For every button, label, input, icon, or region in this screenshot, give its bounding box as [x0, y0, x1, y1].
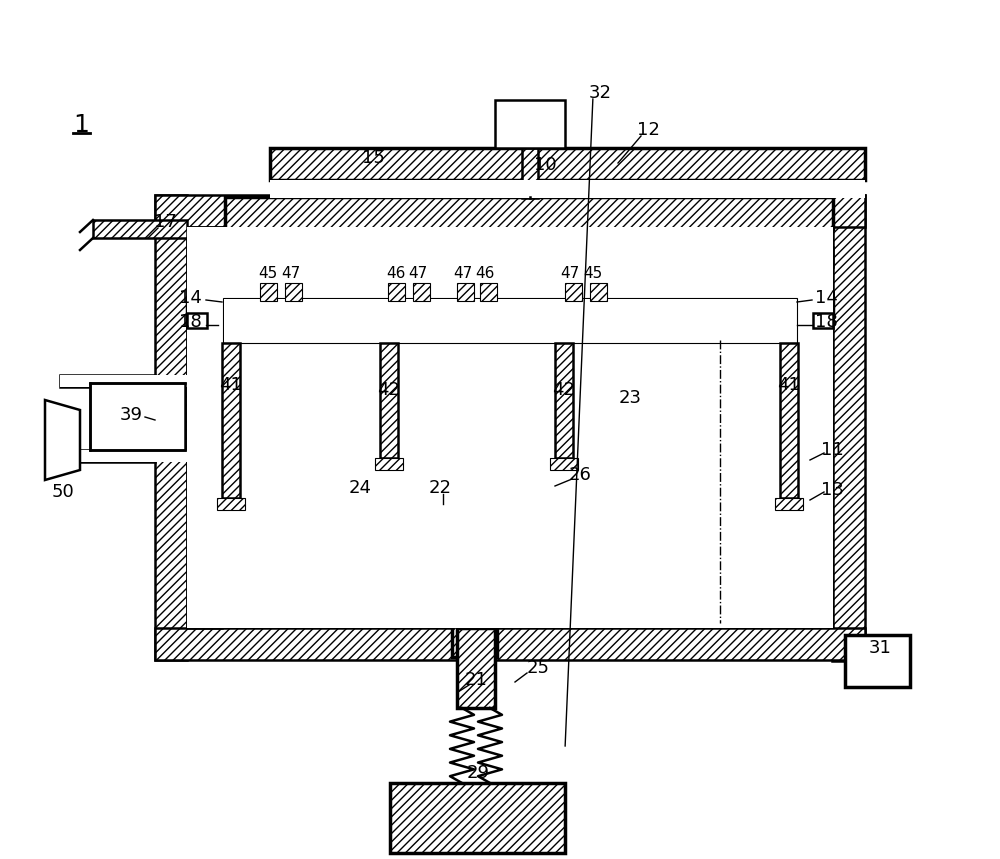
- Bar: [845, 635, 910, 687]
- Bar: [224, 299, 796, 342]
- Bar: [443, 343, 508, 455]
- Text: 47: 47: [560, 265, 580, 281]
- Bar: [93, 220, 187, 238]
- Bar: [260, 283, 277, 301]
- Bar: [217, 498, 245, 510]
- Text: 45: 45: [583, 265, 603, 281]
- Text: 13: 13: [821, 481, 843, 499]
- Text: 14: 14: [815, 289, 838, 307]
- Bar: [187, 298, 833, 313]
- Bar: [270, 180, 865, 198]
- Text: 11: 11: [821, 441, 843, 459]
- Text: 32: 32: [588, 84, 612, 102]
- Text: 18: 18: [179, 313, 202, 331]
- Text: 10: 10: [534, 156, 556, 174]
- Polygon shape: [45, 400, 80, 480]
- Bar: [480, 283, 497, 301]
- Text: 23: 23: [618, 389, 642, 407]
- Bar: [780, 343, 798, 498]
- Bar: [60, 375, 187, 387]
- Bar: [495, 100, 565, 148]
- Bar: [295, 455, 700, 477]
- Text: 25: 25: [526, 659, 550, 677]
- Bar: [60, 450, 187, 462]
- Bar: [565, 283, 582, 301]
- Bar: [155, 628, 865, 660]
- Bar: [192, 313, 828, 343]
- Text: 39: 39: [120, 406, 143, 424]
- Text: 45: 45: [258, 265, 278, 281]
- Text: 17: 17: [154, 213, 176, 231]
- Text: 22: 22: [428, 479, 452, 497]
- Text: 26: 26: [569, 466, 591, 484]
- Text: 46: 46: [475, 265, 495, 281]
- Bar: [522, 148, 538, 198]
- Bar: [223, 298, 797, 343]
- Bar: [452, 477, 497, 657]
- Text: 42: 42: [552, 381, 576, 399]
- Text: 41: 41: [778, 376, 800, 394]
- Text: 47: 47: [281, 265, 301, 281]
- Bar: [225, 197, 833, 229]
- Bar: [813, 313, 833, 328]
- Bar: [60, 450, 155, 462]
- Bar: [550, 458, 578, 470]
- Bar: [187, 227, 222, 628]
- Bar: [457, 628, 495, 708]
- Bar: [388, 283, 405, 301]
- Bar: [555, 343, 573, 458]
- Bar: [833, 195, 865, 660]
- Bar: [187, 313, 207, 328]
- Text: 12: 12: [637, 121, 659, 139]
- Text: 14: 14: [179, 289, 202, 307]
- Text: 29: 29: [466, 764, 490, 782]
- Text: 42: 42: [378, 381, 400, 399]
- Bar: [457, 283, 474, 301]
- Text: 1: 1: [73, 113, 89, 137]
- Bar: [155, 195, 187, 660]
- Text: 50: 50: [52, 483, 74, 501]
- Bar: [225, 247, 833, 267]
- Text: 41: 41: [220, 376, 242, 394]
- Bar: [225, 229, 833, 247]
- Text: 21: 21: [465, 671, 487, 689]
- Text: 47: 47: [408, 265, 428, 281]
- Bar: [90, 383, 185, 450]
- Bar: [375, 458, 403, 470]
- Bar: [775, 498, 803, 510]
- Text: 46: 46: [386, 265, 406, 281]
- Text: 15: 15: [362, 149, 384, 167]
- Bar: [413, 283, 430, 301]
- Bar: [390, 783, 565, 853]
- Bar: [446, 345, 505, 453]
- Bar: [443, 343, 508, 455]
- Text: 31: 31: [869, 639, 891, 657]
- Bar: [155, 195, 865, 227]
- Text: 24: 24: [349, 479, 372, 497]
- Bar: [270, 148, 865, 180]
- Text: 18: 18: [815, 313, 838, 331]
- Text: 47: 47: [453, 265, 473, 281]
- Bar: [187, 227, 833, 628]
- Bar: [285, 283, 302, 301]
- Bar: [60, 375, 155, 387]
- Bar: [222, 343, 240, 498]
- Bar: [380, 343, 398, 458]
- Bar: [590, 283, 607, 301]
